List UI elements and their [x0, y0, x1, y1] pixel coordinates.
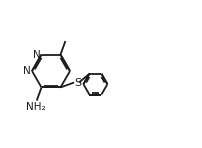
Text: N: N	[23, 66, 31, 76]
Text: N: N	[33, 50, 40, 59]
Text: S: S	[74, 78, 81, 87]
Text: NH₂: NH₂	[26, 102, 45, 112]
